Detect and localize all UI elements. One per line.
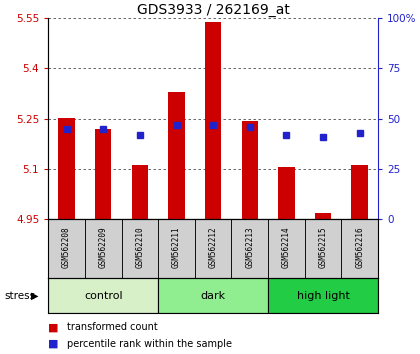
- Text: control: control: [84, 291, 123, 301]
- Bar: [131, 165, 148, 219]
- Text: ■: ■: [48, 339, 62, 349]
- Text: GSM562211: GSM562211: [172, 227, 181, 268]
- Text: transformed count: transformed count: [67, 322, 158, 332]
- Bar: [241, 121, 258, 219]
- Bar: [305, 219, 341, 278]
- Bar: [85, 219, 121, 278]
- Bar: [158, 278, 268, 313]
- Text: GSM562215: GSM562215: [318, 227, 328, 268]
- Text: GSM562214: GSM562214: [282, 227, 291, 268]
- Bar: [315, 213, 331, 219]
- Bar: [58, 118, 75, 219]
- Text: ▶: ▶: [31, 291, 38, 301]
- Bar: [121, 219, 158, 278]
- Text: high light: high light: [297, 291, 349, 301]
- Title: GDS3933 / 262169_at: GDS3933 / 262169_at: [137, 3, 289, 17]
- Bar: [268, 278, 378, 313]
- Text: GSM562213: GSM562213: [245, 227, 254, 268]
- Text: percentile rank within the sample: percentile rank within the sample: [67, 339, 232, 349]
- Bar: [195, 219, 231, 278]
- Text: GSM562212: GSM562212: [209, 227, 218, 268]
- Bar: [352, 165, 368, 219]
- Bar: [341, 219, 378, 278]
- Text: dark: dark: [201, 291, 226, 301]
- Bar: [205, 22, 221, 219]
- Text: stress: stress: [4, 291, 35, 301]
- Text: GSM562216: GSM562216: [355, 227, 364, 268]
- Bar: [268, 219, 305, 278]
- Bar: [48, 219, 85, 278]
- Text: ■: ■: [48, 322, 62, 332]
- Text: GSM562210: GSM562210: [135, 227, 144, 268]
- Bar: [231, 219, 268, 278]
- Bar: [278, 167, 295, 219]
- Bar: [158, 219, 195, 278]
- Text: GSM562208: GSM562208: [62, 227, 71, 268]
- Bar: [168, 92, 185, 219]
- Bar: [48, 278, 158, 313]
- Bar: [95, 129, 111, 219]
- Text: GSM562209: GSM562209: [99, 227, 108, 268]
